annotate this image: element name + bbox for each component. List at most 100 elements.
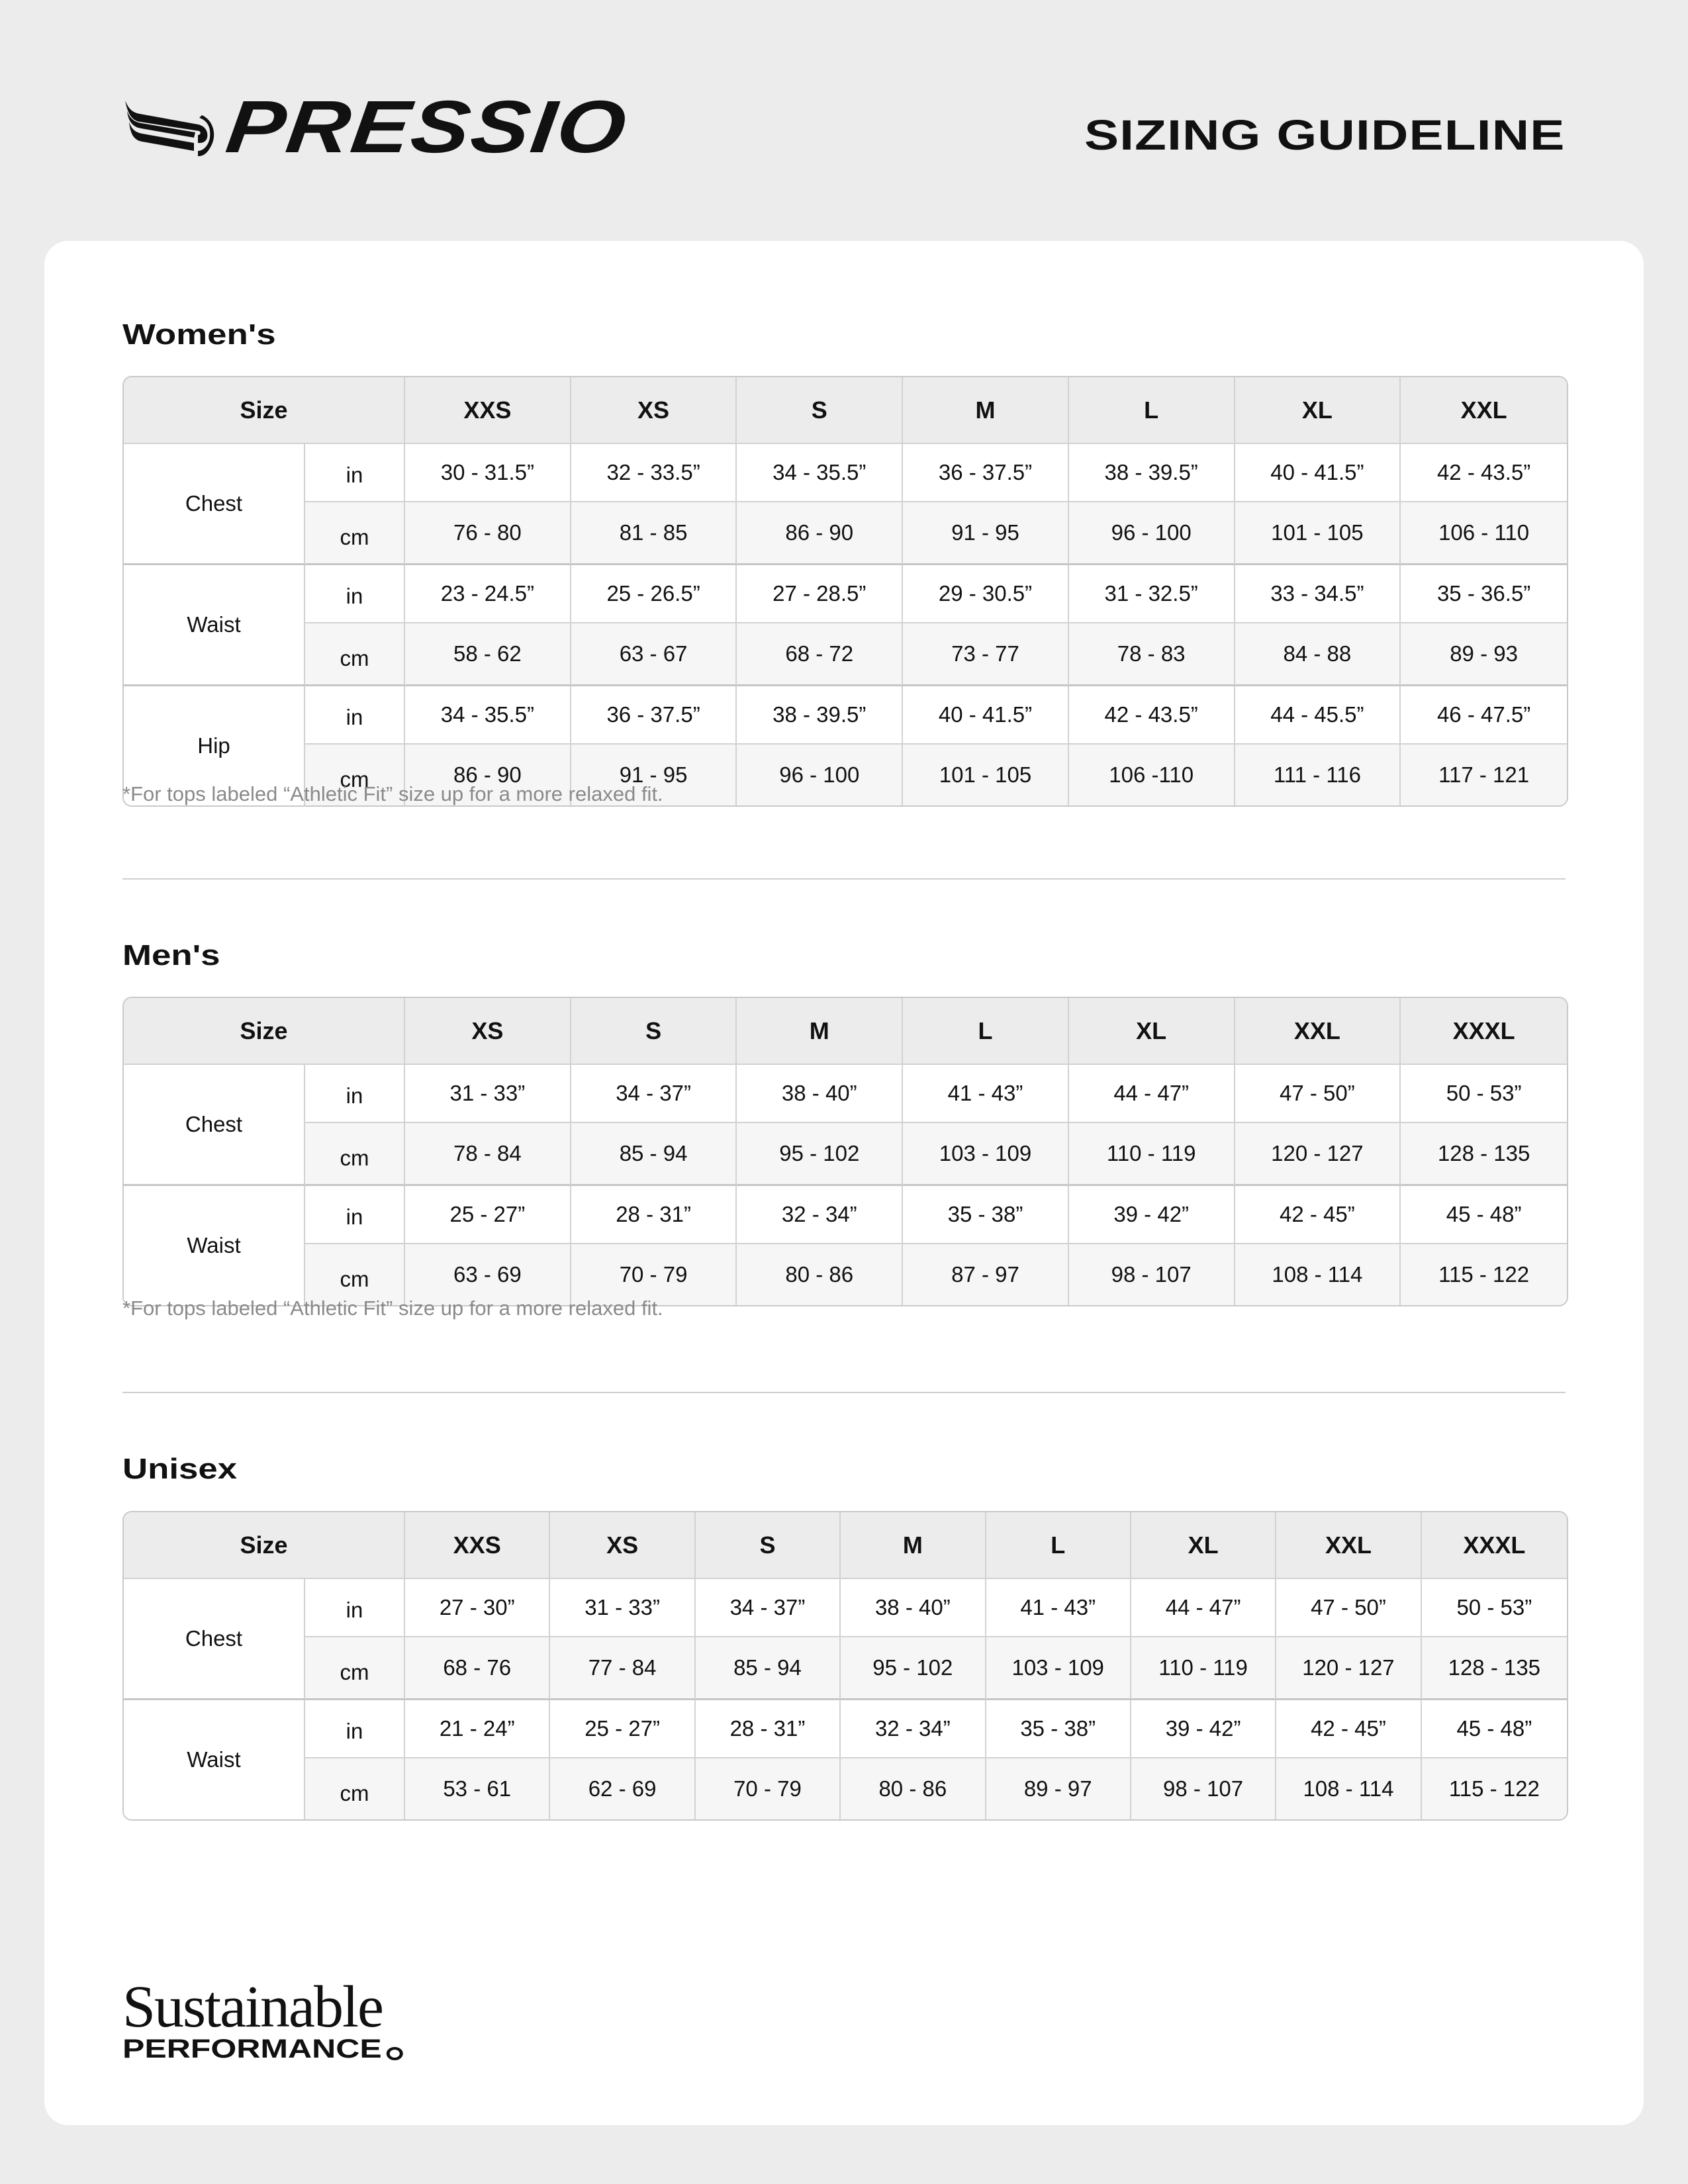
measurement-value: 45 - 48” — [1401, 1186, 1567, 1244]
measurement-value: 95 - 102 — [841, 1637, 986, 1700]
measurement-value: 103 - 109 — [903, 1123, 1069, 1186]
table-row: cm 63 - 69 70 - 79 80 - 86 87 - 97 98 - 107 10… — [124, 1244, 1567, 1305]
measurement-value: 50 - 53” — [1421, 1579, 1568, 1637]
measurement-value: 23 - 24.5” — [405, 565, 571, 623]
measurement-value: 41 - 43” — [986, 1579, 1131, 1637]
measurement-value: 53 - 61 — [405, 1758, 551, 1819]
measurement-value: 31 - 32.5” — [1068, 565, 1235, 623]
measurement-value: 103 - 109 — [986, 1637, 1131, 1700]
measurement-value: 47 - 50” — [1235, 1065, 1401, 1123]
measurement-value: 120 - 127 — [1235, 1123, 1401, 1186]
size-header: Size — [124, 1512, 406, 1579]
measurement-value: 81 - 85 — [571, 502, 737, 565]
wings-icon — [125, 101, 214, 156]
size-column-header: L — [903, 998, 1069, 1065]
measurement-value: 42 - 43.5” — [1068, 686, 1235, 745]
measurement-value: 111 - 116 — [1235, 745, 1401, 805]
measurement-value: 45 - 48” — [1421, 1700, 1568, 1758]
table-row: cm 68 - 76 77 - 84 85 - 94 95 - 102 103 - 109… — [124, 1637, 1568, 1700]
measurement-value: 78 - 84 — [405, 1123, 571, 1186]
table-row: cm 53 - 61 62 - 69 70 - 79 80 - 86 89 - 97 98 … — [124, 1758, 1568, 1819]
measurement-value: 87 - 97 — [903, 1244, 1069, 1305]
measurement-value: 63 - 67 — [571, 623, 737, 686]
unit-label: cm — [305, 1244, 406, 1305]
unit-label: in — [305, 1065, 406, 1123]
measurement-value: 31 - 33” — [550, 1579, 696, 1637]
measurement-value: 110 - 119 — [1068, 1123, 1235, 1186]
measurement-value: 44 - 47” — [1068, 1065, 1235, 1123]
measurement-value: 101 - 105 — [1235, 502, 1401, 565]
measurement-value: 91 - 95 — [903, 502, 1069, 565]
measurement-value: 38 - 39.5” — [1068, 444, 1235, 502]
measurement-value: 39 - 42” — [1131, 1700, 1277, 1758]
mens-fit-note: *For tops labeled “Athletic Fit” size up… — [122, 1297, 663, 1320]
size-column-header: XXL — [1401, 377, 1567, 444]
measurement-label: Chest — [124, 444, 305, 565]
measurement-value: 28 - 31” — [571, 1186, 737, 1244]
measurement-label: Waist — [124, 1186, 305, 1305]
section-divider — [122, 878, 1566, 880]
table-row: cm 76 - 80 81 - 85 86 - 90 91 - 95 96 - 100 10… — [124, 502, 1567, 565]
unit-label: cm — [305, 1123, 406, 1186]
measurement-value: 29 - 30.5” — [903, 565, 1069, 623]
measurement-value: 34 - 37” — [695, 1579, 841, 1637]
measurement-value: 108 - 114 — [1235, 1244, 1401, 1305]
measurement-value: 38 - 39.5” — [737, 686, 904, 745]
unit-label: cm — [305, 1758, 406, 1819]
measurement-value: 108 - 114 — [1276, 1758, 1422, 1819]
table-row: cm 78 - 84 85 - 94 95 - 102 103 - 109 110 - 1… — [124, 1123, 1567, 1186]
circle-icon — [387, 2047, 404, 2060]
unit-label: in — [305, 1700, 406, 1758]
size-column-header: L — [986, 1512, 1131, 1579]
table-row: cm 86 - 90 91 - 95 96 - 100 101 - 105 106 -11… — [124, 745, 1567, 805]
measurement-value: 25 - 27” — [405, 1186, 571, 1244]
measurement-value: 47 - 50” — [1276, 1579, 1422, 1637]
measurement-value: 115 - 122 — [1421, 1758, 1568, 1819]
size-column-header: XXXL — [1421, 1512, 1568, 1579]
measurement-value: 68 - 72 — [737, 623, 904, 686]
size-column-header: XXL — [1235, 998, 1401, 1065]
size-column-header: S — [571, 998, 737, 1065]
measurement-value: 128 - 135 — [1421, 1637, 1568, 1700]
size-header: Size — [124, 377, 406, 444]
size-column-header: XL — [1235, 377, 1401, 444]
section-title-womens: Women's — [122, 318, 276, 351]
measurement-value: 73 - 77 — [903, 623, 1069, 686]
measurement-value: 98 - 107 — [1068, 1244, 1235, 1305]
measurement-value: 50 - 53” — [1401, 1065, 1567, 1123]
header-row: Size XS S M L XL XXL XXXL — [124, 998, 1567, 1065]
table-row: Waist in 25 - 27” 28 - 31” 32 - 34” 35 - 38” 3… — [124, 1186, 1567, 1305]
size-column-header: XXS — [405, 1512, 551, 1579]
footer-line1: Sustainable — [122, 1974, 384, 2040]
measurement-value: 91 - 95 — [571, 745, 737, 805]
sustainable-performance-logo: Sustainable PERFORMANCE — [122, 1974, 404, 2062]
measurement-value: 35 - 36.5” — [1401, 565, 1567, 623]
measurement-value: 70 - 79 — [571, 1244, 737, 1305]
measurement-value: 110 - 119 — [1131, 1637, 1277, 1700]
measurement-value: 70 - 79 — [695, 1758, 841, 1819]
measurement-value: 41 - 43” — [903, 1065, 1069, 1123]
measurement-value: 89 - 97 — [986, 1758, 1131, 1819]
measurement-value: 86 - 90 — [737, 502, 904, 565]
section-divider — [122, 1392, 1566, 1393]
measurement-value: 38 - 40” — [737, 1065, 904, 1123]
table-row: Hip in 34 - 35.5” 36 - 37.5” 38 - 39.5” 40 - … — [124, 686, 1567, 805]
measurement-value: 42 - 45” — [1276, 1700, 1422, 1758]
table-row: cm 58 - 62 63 - 67 68 - 72 73 - 77 78 - 83 84 … — [124, 623, 1567, 686]
measurement-value: 33 - 34.5” — [1235, 565, 1401, 623]
measurement-value: 36 - 37.5” — [571, 686, 737, 745]
unit-label: in — [305, 1579, 406, 1637]
size-column-header: XXL — [1276, 1512, 1422, 1579]
size-column-header: XS — [571, 377, 737, 444]
size-header: Size — [124, 998, 406, 1065]
table-row: Chest in 31 - 33” 34 - 37” 38 - 40” 41 - 43” 4… — [124, 1065, 1567, 1186]
table-row: Waist in 23 - 24.5” 25 - 26.5” 27 - 28.5” 29 … — [124, 565, 1567, 686]
measurement-value: 27 - 28.5” — [737, 565, 904, 623]
measurement-value: 96 - 100 — [1068, 502, 1235, 565]
measurement-label: Chest — [124, 1065, 305, 1186]
measurement-value: 80 - 86 — [737, 1244, 904, 1305]
size-column-header: XL — [1068, 998, 1235, 1065]
measurement-value: 38 - 40” — [841, 1579, 986, 1637]
measurement-value: 42 - 43.5” — [1401, 444, 1567, 502]
unisex-size-table: Size XXS XS S M L XL XXL XXXL Chest in 27 - 30” 31 -… — [122, 1511, 1569, 1821]
